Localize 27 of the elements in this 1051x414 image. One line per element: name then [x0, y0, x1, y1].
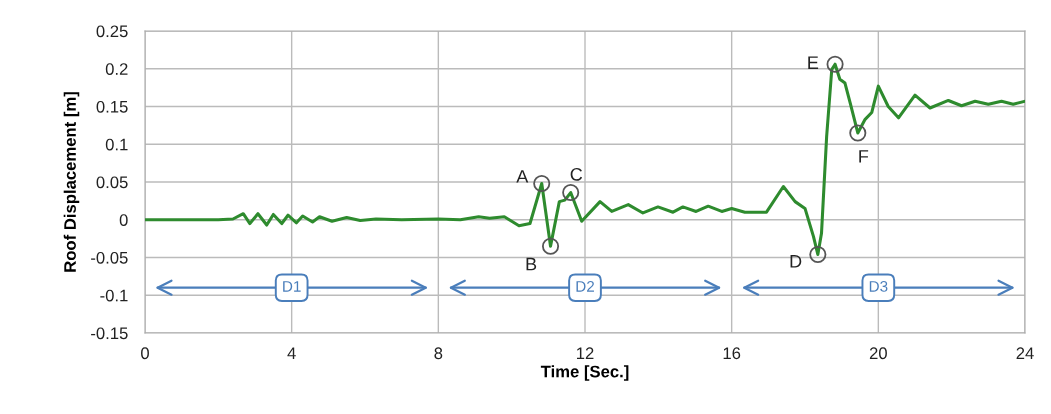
x-tick-label: 0 — [141, 347, 149, 360]
x-tick-label: 8 — [434, 347, 443, 360]
y-tick-label: -0.05 — [91, 251, 128, 264]
y-tick-label: 0.15 — [96, 100, 128, 113]
annotation: F — [859, 150, 869, 163]
x-tick-label: 20 — [869, 347, 887, 360]
annotation: D3 — [869, 280, 888, 292]
x-tick-label: 4 — [287, 347, 296, 359]
annotation: E — [808, 56, 819, 69]
y-axis-title: Roof Displacement [m] — [63, 92, 80, 272]
y-tick-label: 0 — [119, 214, 128, 226]
y-tick-label: 0.1 — [105, 138, 128, 151]
y-tick-label: -0.15 — [91, 327, 128, 340]
annotation: C — [570, 167, 583, 181]
annotation: B — [526, 257, 537, 271]
y-tick-label: 0.2 — [105, 63, 128, 75]
x-tick-label: 12 — [577, 347, 594, 359]
y-tick-label: 0.25 — [96, 25, 128, 38]
x-tick-label: 24 — [1016, 347, 1034, 359]
annotation: D1 — [283, 281, 301, 292]
y-tick-label: -0.1 — [100, 289, 128, 302]
annotation: D — [790, 255, 802, 268]
x-tick-label: 16 — [723, 347, 741, 360]
annotation: D2 — [576, 280, 594, 292]
x-axis-title: Time [Sec.] — [540, 365, 629, 381]
annotation: A — [516, 170, 529, 183]
y-tick-label: 0.05 — [96, 176, 128, 189]
